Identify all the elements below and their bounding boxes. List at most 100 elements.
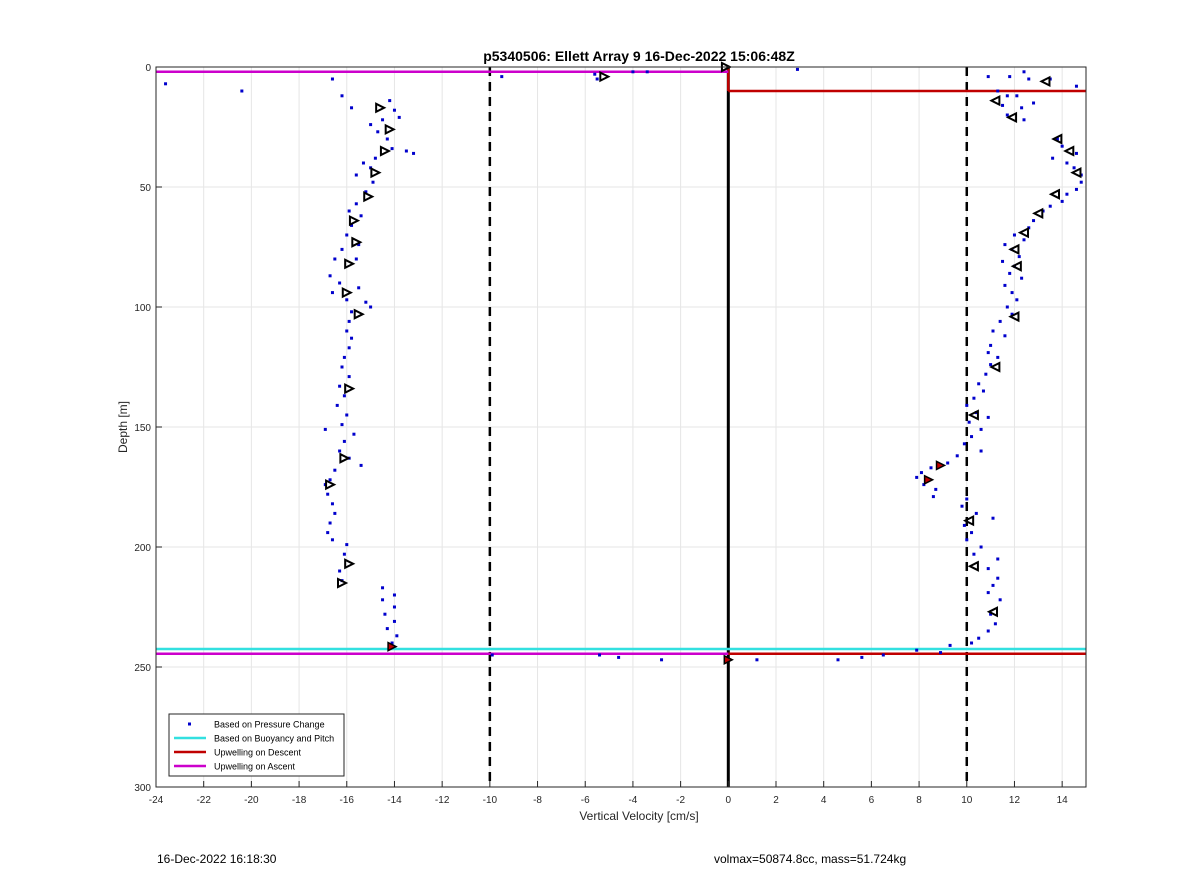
x-tick-label: 10 [961, 795, 973, 806]
pressure-point [970, 641, 974, 645]
pressure-point [996, 576, 1000, 580]
pressure-point [347, 375, 351, 379]
pressure-point [1005, 305, 1009, 309]
pressure-point [593, 72, 597, 76]
pressure-point [354, 173, 358, 177]
pressure-point [991, 329, 995, 333]
descent-triangle-marker [989, 361, 1001, 373]
ascent-triangle-marker [341, 286, 354, 299]
pressure-point [340, 423, 344, 427]
pressure-point [1005, 94, 1009, 98]
x-tick-label: 6 [869, 795, 875, 806]
pressure-point [977, 636, 981, 640]
legend: Based on Pressure Change Based on Buoyanc… [168, 713, 345, 777]
pressure-point [1027, 77, 1031, 81]
pressure-point [490, 653, 494, 657]
pressure-point [347, 209, 351, 213]
pressure-point [338, 569, 342, 573]
ascent-triangle-marker [344, 382, 356, 395]
pressure-point [1003, 243, 1007, 247]
pressure-point [1020, 276, 1024, 280]
x-axis-label: Vertical Velocity [cm/s] [579, 809, 698, 823]
pressure-point [1060, 199, 1064, 203]
pressure-point [979, 449, 983, 453]
descent-triangle-marker [1010, 260, 1022, 272]
descent-triangle-marker [1017, 226, 1029, 239]
footer-timestamp: 16-Dec-2022 16:18:30 [157, 852, 277, 866]
x-tick-label: -16 [340, 795, 355, 806]
pressure-point [989, 363, 993, 367]
pressure-point [998, 598, 1002, 602]
pressure-point [1001, 259, 1005, 263]
pressure-point [342, 439, 346, 443]
pressure-point [333, 257, 337, 261]
pressure-point [996, 89, 1000, 93]
pressure-point [1003, 283, 1007, 287]
pressure-point [340, 247, 344, 251]
pressure-point [986, 351, 990, 355]
pressure-point [359, 463, 363, 467]
ascent-triangle-marker [353, 308, 365, 320]
ascent-triangle-marker [363, 190, 375, 203]
pressure-point [350, 223, 354, 227]
ascent-triangle-marker [344, 258, 356, 270]
ascent-triangle-marker [325, 478, 337, 491]
pressure-point [347, 319, 351, 323]
descent-triangle-marker [986, 606, 998, 618]
pressure-point [330, 502, 334, 506]
x-tick-label: -2 [676, 795, 685, 806]
pressure-point [1015, 298, 1019, 302]
pressure-point [1015, 94, 1019, 98]
pressure-point [989, 612, 993, 616]
pressure-point [972, 552, 976, 556]
legend-label: Based on Buoyancy and Pitch [214, 734, 334, 744]
pressure-point [357, 243, 361, 247]
ascent-triangle-marker [348, 214, 361, 227]
y-axis-label: Depth [m] [116, 401, 130, 453]
pressure-point [364, 300, 368, 304]
pressure-point [795, 67, 799, 71]
pressure-point [359, 214, 363, 218]
pressure-point [991, 516, 995, 520]
pressure-point [392, 108, 396, 112]
pressure-point [929, 466, 933, 470]
pressure-point [919, 471, 923, 475]
pressure-point [965, 403, 969, 407]
pressure-point [915, 648, 919, 652]
pressure-point [342, 552, 346, 556]
pressure-point [962, 523, 966, 527]
pressure-point [352, 432, 356, 436]
pressure-point [338, 449, 342, 453]
ascent-triangle-marker [339, 452, 351, 464]
pressure-point [330, 291, 334, 295]
x-tick-label: -12 [435, 795, 450, 806]
pressure-point [500, 75, 504, 79]
descent-triangle-marker [1032, 207, 1044, 220]
pressure-point [164, 82, 168, 86]
pressure-point [328, 274, 332, 278]
descent-triangle-marker [962, 514, 975, 527]
ascent-triangle-marker [375, 102, 387, 114]
pressure-point [631, 70, 635, 74]
pressure-point [404, 149, 408, 153]
pressure-point [970, 531, 974, 535]
x-tick-label: -18 [292, 795, 307, 806]
pressure-point [376, 130, 380, 134]
pressure-point [996, 355, 1000, 359]
pressure-point [381, 586, 385, 590]
pressure-point [330, 538, 334, 542]
pressure-point [345, 298, 349, 302]
y-tick-label: 0 [145, 63, 151, 74]
pressure-point [1065, 161, 1069, 165]
legend-swatch [188, 722, 191, 726]
pressure-point [354, 202, 358, 206]
pressure-point [1051, 156, 1055, 160]
pressure-point [915, 475, 919, 479]
x-tick-label: 8 [916, 795, 922, 806]
y-tick-label: 50 [140, 183, 152, 194]
pressure-point [323, 427, 327, 431]
ascent-triangle-marker [337, 577, 349, 589]
pressure-point [338, 281, 342, 285]
legend-label: Upwelling on Descent [214, 748, 302, 758]
